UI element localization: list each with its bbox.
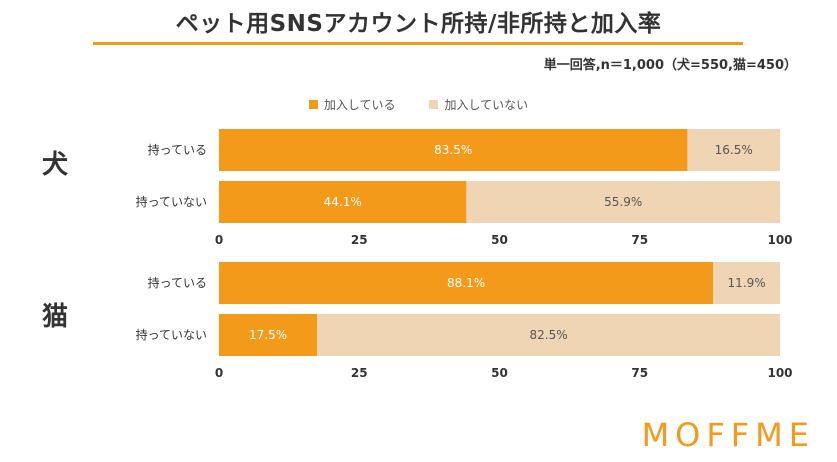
title-underline [93,42,743,45]
category-label: 持っている [148,142,207,157]
x-tick-label: 100 [767,366,792,380]
data-label: 16.5% [715,143,753,157]
x-tick-label: 0 [215,233,223,247]
bar-segment [219,129,688,171]
data-label: 82.5% [530,328,568,342]
x-tick-label: 0 [215,366,223,380]
brand-logo: MOFFME [641,416,815,454]
group-label-0: 犬 [42,150,69,180]
x-tick-label: 75 [631,366,648,380]
legend-label-not-joined: 加入していない [444,98,529,112]
category-label: 持っていない [136,327,207,342]
chart-subtitle: 単一回答,n＝1,000（犬=550,猫=450） [543,58,797,73]
bar-segment [219,262,714,304]
legend-item-joined: 加入している [308,96,396,113]
legend-swatch-not-joined [429,100,439,109]
data-label: 88.1% [447,276,485,290]
x-tick-label: 50 [491,366,508,380]
bar-segment [317,314,780,356]
data-label: 83.5% [434,143,472,157]
legend: 加入している 加入していない [0,96,837,113]
x-tick-label: 100 [767,233,792,247]
bar-segment [219,181,467,223]
data-label: 44.1% [324,195,362,209]
legend-item-not-joined: 加入していない [429,96,528,113]
data-label: 11.9% [728,276,766,290]
category-label: 持っていない [136,194,207,209]
bar-segment [219,314,318,356]
bar-segment [687,129,780,171]
bar-segment [466,181,780,223]
x-tick-label: 50 [491,233,508,247]
x-tick-label: 25 [351,366,368,380]
x-tick-label: 75 [631,233,648,247]
category-label: 持っている [148,275,207,290]
legend-label-joined: 加入している [323,98,396,112]
bar-segment [713,262,780,304]
data-label: 17.5% [249,328,287,342]
x-tick-label: 25 [351,233,368,247]
chart-title: ペット用SNSアカウント所持/非所持と加入率 [175,11,662,37]
data-label: 55.9% [604,195,642,209]
legend-swatch-joined [308,100,318,109]
group-label-1: 猫 [42,302,68,332]
